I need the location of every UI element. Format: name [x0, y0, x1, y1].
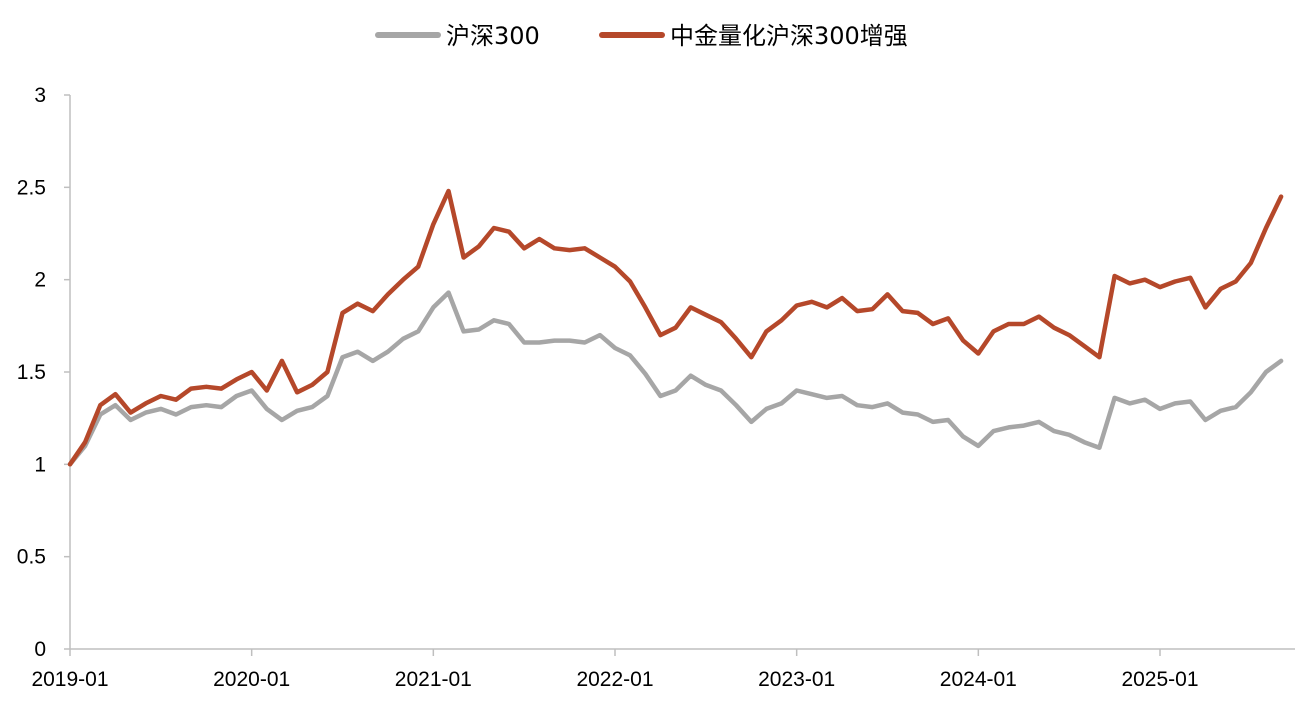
y-tick-label: 0.5 [17, 546, 46, 569]
x-axis-ticks: 2019-01 2020-01 2021-01 2022-01 2023-01 2024-… [31, 649, 1199, 691]
y-tick-label: 0 [34, 638, 46, 661]
legend-label-enhanced: 中金量化沪深300增强 [670, 22, 908, 50]
legend: 沪深300 中金量化沪深300增强 [375, 22, 908, 50]
x-tick-label: 2024-01 [940, 668, 1017, 691]
legend-label-hs300: 沪深300 [446, 22, 540, 50]
x-tick-label: 2021-01 [395, 668, 472, 691]
y-tick-label: 3 [34, 84, 46, 107]
series-line-hs300 [67, 290, 1284, 467]
x-tick-label: 2019-01 [31, 668, 108, 691]
x-tick-label: 2023-01 [758, 668, 835, 691]
x-tick-label: 2020-01 [213, 668, 290, 691]
plot-area: 0 0.5 1 1.5 2 2.5 3 2019-01 2020-01 2021-01 2022-… [17, 84, 1295, 691]
x-tick-label: 2025-01 [1121, 668, 1198, 691]
y-tick-label: 2 [34, 269, 46, 292]
y-tick-label: 2.5 [17, 176, 46, 199]
series-lines [67, 188, 1284, 467]
x-tick-label: 2022-01 [576, 668, 653, 691]
y-tick-label: 1.5 [17, 361, 46, 384]
series-line-enhanced [67, 188, 1284, 467]
y-tick-label: 1 [34, 453, 46, 476]
y-axis-ticks: 0 0.5 1 1.5 2 2.5 3 [17, 84, 70, 661]
